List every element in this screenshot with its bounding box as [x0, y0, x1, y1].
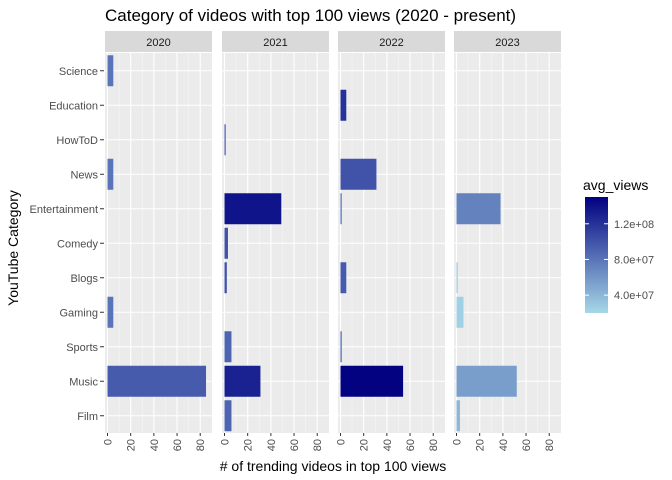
- y-tick-label: Sports: [66, 342, 98, 354]
- y-tick-label: Film: [77, 411, 98, 423]
- x-tick-label: 0: [336, 439, 348, 445]
- facet-strip-label: 2022: [379, 37, 403, 49]
- x-tick-label: 40: [498, 439, 510, 451]
- bar-music: [340, 365, 404, 397]
- x-tick-label: 0: [452, 439, 464, 445]
- bar-film: [224, 400, 232, 432]
- bar-music: [456, 365, 517, 397]
- legend-title: avg_views: [583, 177, 648, 193]
- x-tick-label: 60: [289, 439, 301, 451]
- bar-news: [107, 158, 114, 190]
- bar-education: [340, 89, 347, 121]
- bar-sports: [340, 331, 342, 363]
- x-tick-label: 20: [359, 439, 371, 451]
- y-tick-label: Science: [59, 66, 98, 78]
- y-tick-label: Music: [69, 376, 98, 388]
- bar-howtod: [224, 124, 226, 156]
- bar-blogs: [340, 262, 347, 294]
- facet-panel-2023: 2023 0 20 40 60 80: [452, 31, 561, 451]
- facet-strip: [454, 31, 561, 52]
- x-tick-label: 40: [149, 439, 161, 451]
- chart-title: Category of videos with top 100 views (2…: [105, 6, 516, 25]
- x-tick-label: 60: [521, 439, 533, 451]
- x-tick-label: 20: [126, 439, 138, 451]
- bar-sports: [224, 331, 232, 363]
- x-tick-label: 40: [382, 439, 394, 451]
- x-axis-title: # of trending videos in top 100 views: [220, 458, 446, 474]
- x-tick-label: 80: [195, 439, 207, 451]
- bar-blogs: [224, 262, 227, 294]
- facet-panel-2020: 2020 0 20 40 60 80: [103, 31, 212, 451]
- x-tick-label: 60: [405, 439, 417, 451]
- facet-strip-label: 2020: [146, 37, 170, 49]
- y-tick-label: HowToD: [56, 135, 98, 147]
- x-tick-label: 80: [428, 439, 440, 451]
- x-tick-label: 80: [544, 439, 556, 451]
- bar-entertainment: [456, 193, 501, 225]
- x-tick-label: 0: [220, 439, 232, 445]
- facet-strip-label: 2023: [495, 37, 519, 49]
- facet-strip-label: 2021: [263, 37, 287, 49]
- x-tick-label: 0: [103, 439, 115, 445]
- bar-gaming: [456, 296, 464, 328]
- legend-label: 8.0e+07: [614, 254, 654, 266]
- bar-blogs: [456, 262, 458, 294]
- legend: avg_views 4.0e+07 8.0e+07 1.2e+08: [583, 177, 654, 313]
- legend-label: 4.0e+07: [614, 290, 654, 302]
- legend-colorbar: [585, 197, 608, 313]
- facet-panel-2022: 2022 0 20 40 60 80: [336, 31, 445, 451]
- facet-strip: [105, 31, 212, 52]
- x-tick-label: 80: [312, 439, 324, 451]
- x-tick-label: 20: [243, 439, 255, 451]
- bar-entertainment: [340, 193, 342, 225]
- bar-science: [107, 55, 114, 87]
- y-tick-label: News: [70, 169, 98, 181]
- facet-panel-2021: 2021 0 20 40 60 80: [220, 31, 329, 451]
- bar-music: [224, 365, 261, 397]
- y-tick-label: Entertainment: [30, 204, 98, 216]
- bar-film: [456, 400, 460, 432]
- bar-entertainment: [224, 193, 282, 225]
- y-tick-label: Gaming: [59, 307, 98, 319]
- bar-comedy: [224, 227, 228, 259]
- y-tick-label: Education: [49, 100, 98, 112]
- legend-label: 1.2e+08: [614, 219, 654, 231]
- y-axis-title: YouTube Category: [5, 190, 21, 306]
- facet-strip: [222, 31, 329, 52]
- x-tick-label: 60: [172, 439, 184, 451]
- bar-news: [340, 158, 377, 190]
- x-tick-label: 20: [475, 439, 487, 451]
- plot-area: Science Education HowToD News Entertainment C…: [30, 31, 561, 451]
- x-tick-label: 40: [266, 439, 278, 451]
- bar-music: [107, 365, 207, 397]
- y-tick-label: Blogs: [70, 273, 98, 285]
- bar-gaming: [107, 296, 114, 328]
- y-tick-label: Comedy: [57, 238, 98, 250]
- facet-strip: [338, 31, 445, 52]
